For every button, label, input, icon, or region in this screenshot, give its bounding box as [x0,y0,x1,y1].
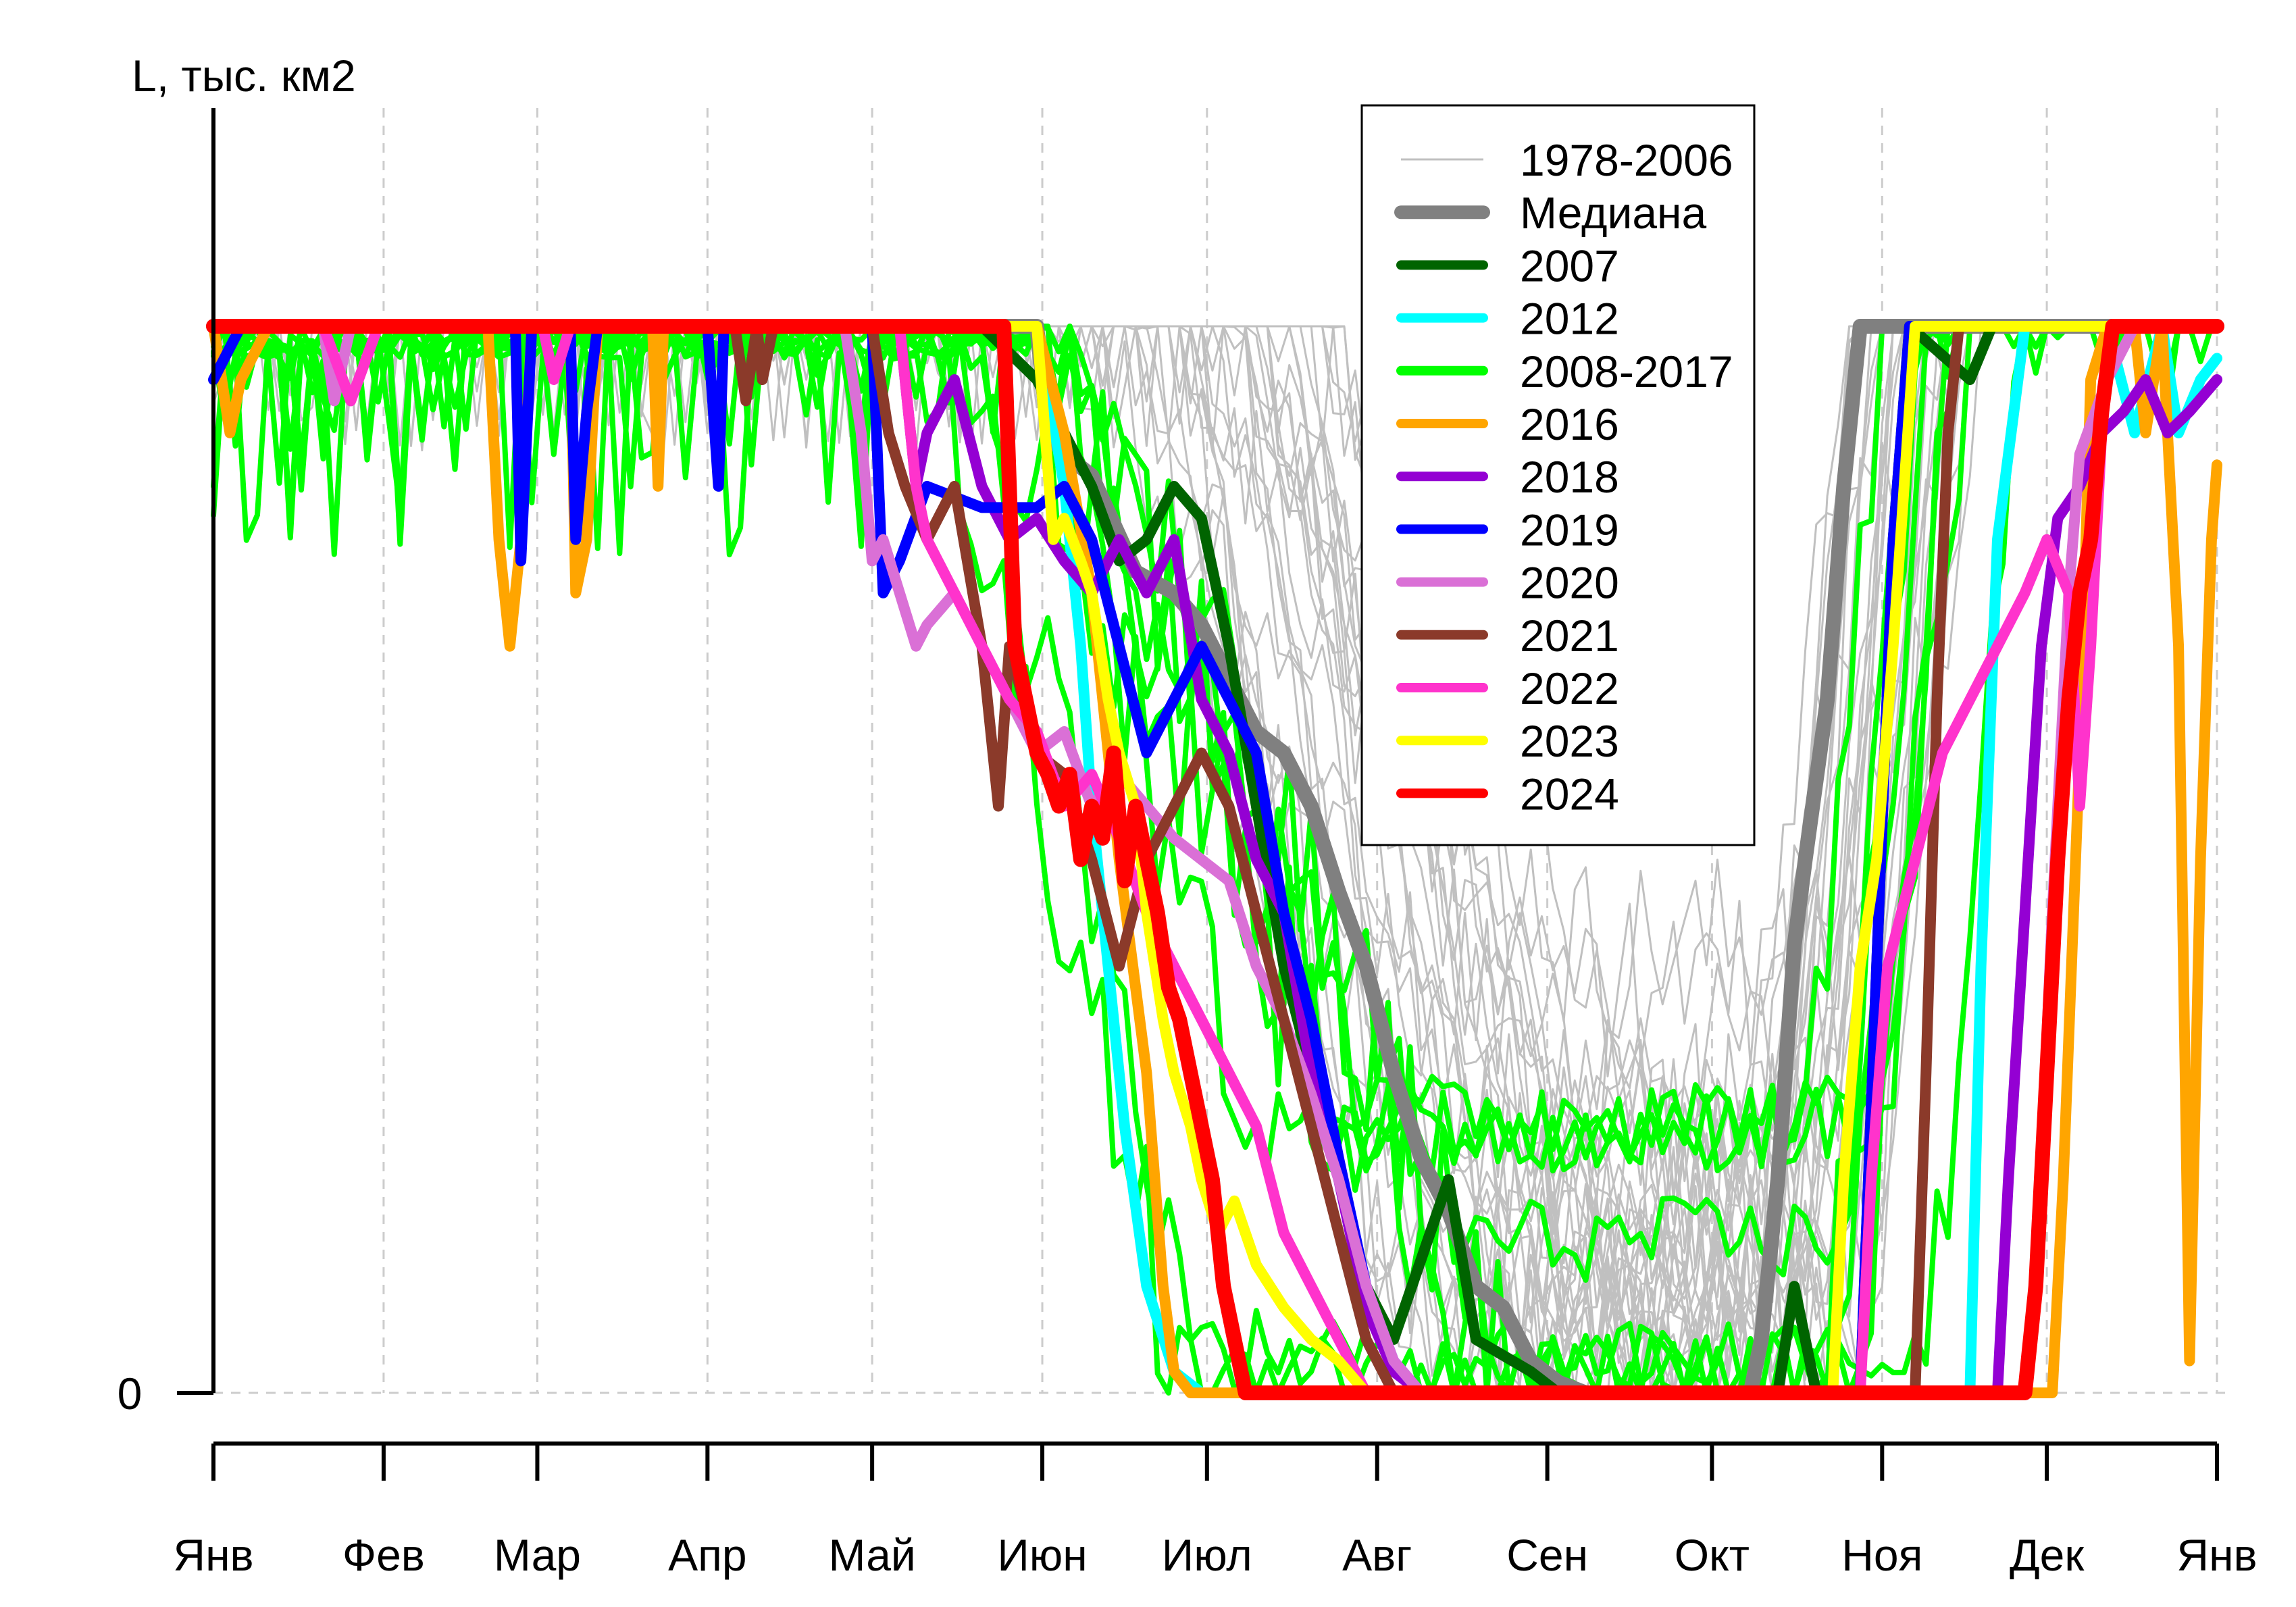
legend-label-2: 2007 [1520,240,1619,290]
x-tick-label-9: Окт [1675,1530,1750,1580]
legend-label-11: 2023 [1520,716,1619,766]
x-tick-label-4: Май [828,1530,915,1580]
legend: 1978-2006Медиана200720122008-20172016201… [1360,104,1756,846]
legend-label-12: 2024 [1520,769,1619,819]
x-tick-label-1: Фев [342,1530,425,1580]
x-tick-label-7: Авг [1342,1530,1412,1580]
x-tick-label-3: Апр [668,1530,746,1580]
x-tick-label-8: Сен [1506,1530,1588,1580]
x-tick-label-10: Ноя [1841,1530,1922,1580]
x-tick-label-2: Мар [494,1530,581,1580]
x-axis-ticks: Янв Фев Мар Апр Май Июн Июл Авг Сен Окт Ноя Дек Янв [173,1444,2257,1580]
legend-label-9: 2021 [1520,611,1619,661]
legend-label-3: 2012 [1520,294,1619,344]
legend-label-1: Медиана [1520,188,1707,238]
x-tick-label-12: Янв [2176,1530,2257,1580]
legend-label-5: 2016 [1520,399,1619,449]
y-axis-label: L, тыс. км2 [132,51,356,101]
x-tick-label-0: Янв [173,1530,253,1580]
legend-label-6: 2018 [1520,452,1619,502]
series-lines [206,319,2224,1400]
legend-label-0: 1978-2006 [1520,135,1733,185]
legend-label-8: 2020 [1520,558,1619,608]
x-tick-label-11: Дек [2010,1530,2085,1580]
x-tick-label-5: Июн [997,1530,1087,1580]
legend-label-4: 2008-2017 [1520,347,1733,397]
series-line-2024 [206,319,2224,1400]
y-tick-label-0: 0 [118,1369,143,1419]
legend-label-10: 2022 [1520,663,1619,713]
x-tick-label-6: Июл [1162,1530,1252,1580]
legend-label-7: 2019 [1520,505,1619,555]
axes: L, тыс. км2 0 [118,51,2217,1446]
